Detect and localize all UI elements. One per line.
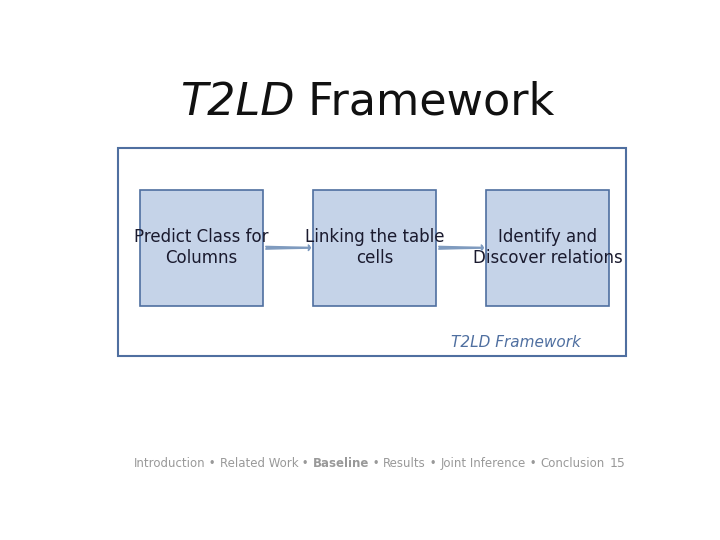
Text: Framework: Framework xyxy=(294,80,555,124)
FancyBboxPatch shape xyxy=(118,148,626,356)
Text: Identify and
Discover relations: Identify and Discover relations xyxy=(473,228,622,267)
Text: Results: Results xyxy=(383,457,426,470)
Text: Baseline: Baseline xyxy=(312,457,369,470)
FancyBboxPatch shape xyxy=(486,190,609,306)
Text: •: • xyxy=(205,457,220,470)
Text: Related Work: Related Work xyxy=(220,457,298,470)
Text: •: • xyxy=(369,457,383,470)
Text: T2LD Framework: T2LD Framework xyxy=(451,335,581,349)
Text: •: • xyxy=(298,457,312,470)
FancyBboxPatch shape xyxy=(313,190,436,306)
Text: Joint Inference: Joint Inference xyxy=(441,457,526,470)
Text: Predict Class for
Columns: Predict Class for Columns xyxy=(135,228,269,267)
Text: Linking the table
cells: Linking the table cells xyxy=(305,228,444,267)
Text: •: • xyxy=(526,457,540,470)
Text: •: • xyxy=(426,457,441,470)
Text: T2LD: T2LD xyxy=(180,80,294,124)
FancyBboxPatch shape xyxy=(140,190,263,306)
Text: 15: 15 xyxy=(610,457,626,470)
Text: Introduction: Introduction xyxy=(134,457,205,470)
Text: Conclusion: Conclusion xyxy=(540,457,604,470)
